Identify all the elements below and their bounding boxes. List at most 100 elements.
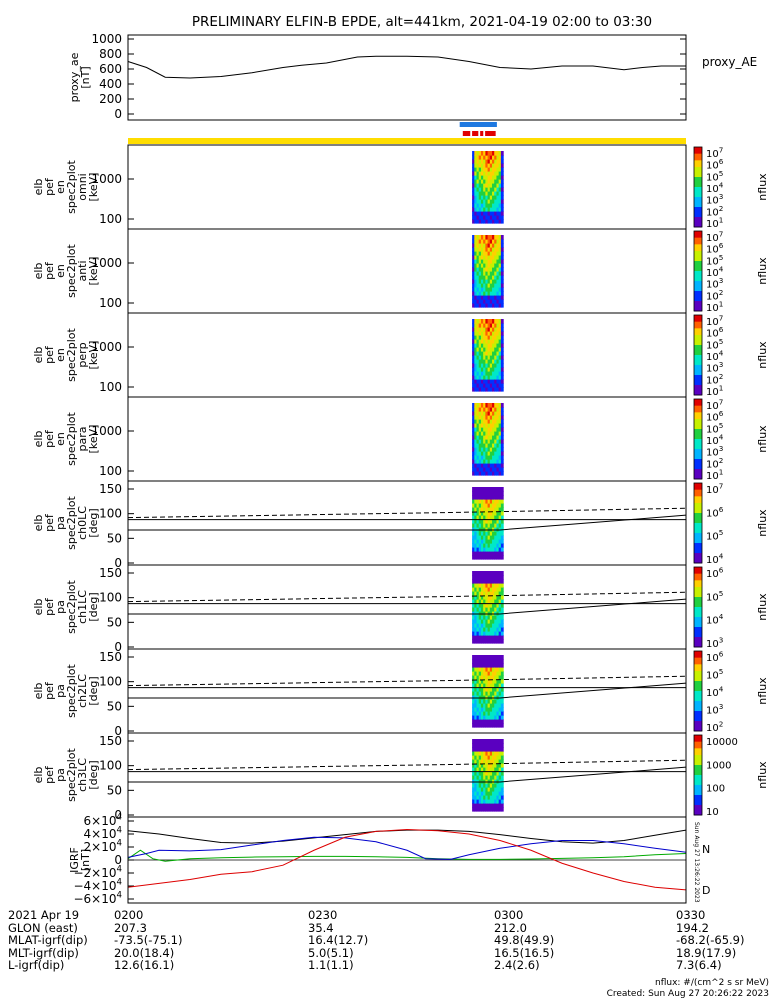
spectrogram-cell — [494, 507, 498, 512]
spectrogram-cell — [500, 215, 504, 220]
tick-label: 100 — [99, 212, 122, 226]
spectrogram-cell — [487, 367, 491, 372]
spectrogram-cell — [485, 799, 489, 804]
spectrogram-cell — [494, 171, 498, 176]
spectrogram-cell — [476, 319, 480, 324]
spectrogram-cell — [480, 187, 484, 192]
spectrogram-cell — [494, 687, 498, 692]
spectrogram-cell — [500, 747, 504, 752]
spectrogram-cell — [480, 207, 484, 212]
spectrogram-cell — [472, 519, 475, 524]
colorbar-segment — [694, 345, 702, 349]
spectrogram-cell — [474, 179, 478, 184]
axis-label: perp — [76, 342, 89, 367]
spectrogram-cell — [494, 571, 498, 576]
colorbar-segment — [694, 805, 702, 809]
colorbar-segment — [694, 469, 702, 473]
spectrogram-cell — [474, 527, 478, 532]
spectrogram-cell — [496, 211, 500, 216]
spectrogram-cell — [489, 179, 493, 184]
spectrogram-cell — [494, 431, 498, 436]
spectrogram-cell — [487, 695, 491, 700]
spectrogram-cell — [498, 163, 502, 168]
spectrogram-cell — [500, 571, 504, 576]
spectrogram-cell — [492, 575, 495, 580]
colorbar-segment — [694, 503, 702, 507]
axis-label: en — [54, 180, 67, 194]
spectrogram-cell — [498, 755, 502, 760]
spectrogram-cell — [476, 491, 480, 496]
spectrogram-cell — [500, 675, 504, 680]
spectrogram-cell — [494, 659, 498, 664]
spectrogram-cell — [487, 211, 491, 216]
spectrogram-cell — [487, 787, 491, 792]
spectrogram-cell — [478, 503, 482, 508]
spectrogram-cell — [498, 631, 502, 636]
spectrogram-cell — [485, 271, 489, 276]
spectrogram-cell — [485, 795, 489, 800]
spectrogram-cell — [492, 423, 495, 428]
colorbar-segment — [694, 630, 702, 635]
spectrogram-cell — [483, 671, 486, 676]
spectrogram-cell — [494, 795, 498, 800]
spectrogram-cell — [494, 523, 498, 528]
spectrogram-cell — [483, 187, 486, 192]
spectrogram-cell — [478, 419, 482, 424]
panel-pa_ch2: elbpefpaspec2plotch2LC[deg]1501005001061… — [32, 648, 769, 738]
spectrogram-cell — [498, 499, 502, 504]
colorbar-segment — [694, 597, 702, 601]
spectrogram-cell — [487, 207, 491, 212]
spectrogram-cell — [483, 719, 486, 724]
spectrogram-cell — [472, 583, 475, 588]
spectrogram-cell — [492, 603, 495, 608]
spectrogram-cell — [480, 411, 484, 416]
loss-cone-dashed — [127, 507, 687, 519]
spectrogram-cell — [500, 775, 504, 780]
colorbar-segment — [694, 432, 702, 437]
spectrogram-cell — [492, 343, 495, 348]
spectrogram-cell — [489, 275, 493, 280]
spectrogram-cell — [472, 155, 475, 160]
colorbar-segment — [694, 304, 702, 309]
spectrogram-cell — [472, 507, 475, 512]
spectrogram-cell — [474, 687, 478, 692]
spectrogram-cell — [494, 515, 498, 520]
spectrogram-cell — [494, 807, 498, 812]
spectrogram-cell — [476, 355, 480, 360]
spectrogram-cell — [489, 623, 493, 628]
spectrogram-cell — [476, 323, 480, 328]
colorbar-segment — [694, 254, 702, 259]
spectrogram-cell — [489, 583, 493, 588]
spectrogram-cell — [476, 631, 480, 636]
spectrogram-cell — [485, 387, 489, 392]
spectrogram-cell — [487, 379, 491, 384]
spectrogram-cell — [487, 499, 491, 504]
colorbar-segment — [694, 735, 702, 739]
spectrogram-cell — [489, 271, 493, 276]
colorbar-segment — [694, 197, 702, 201]
colorbar-segment — [694, 368, 702, 373]
spectrogram-cell — [474, 167, 478, 172]
spectrogram-cell — [472, 787, 475, 792]
spectrogram-cell — [492, 271, 495, 276]
spectrogram-cell — [494, 519, 498, 524]
spectrogram-cell — [483, 347, 486, 352]
spectrogram-cell — [474, 299, 478, 304]
spectrogram-cell — [494, 439, 498, 444]
spectrogram-cell — [485, 575, 489, 580]
spectrogram-cell — [483, 511, 486, 516]
spectrogram-cell — [485, 791, 489, 796]
colorbar-segment — [694, 755, 702, 759]
spectrogram-cell — [496, 203, 500, 208]
spectrogram-cell — [498, 759, 502, 764]
spectrogram-cell — [494, 623, 498, 628]
spectrogram-cell — [489, 459, 493, 464]
spectrogram-cell — [498, 159, 502, 164]
spectrogram-cell — [474, 803, 478, 808]
spectrogram-cell — [487, 303, 491, 308]
spectrogram-cell — [500, 303, 504, 308]
spectrogram-cell — [492, 703, 495, 708]
spectrogram-cell — [494, 271, 498, 276]
spectrogram-cell — [478, 791, 482, 796]
colorbar-segment — [694, 223, 702, 228]
